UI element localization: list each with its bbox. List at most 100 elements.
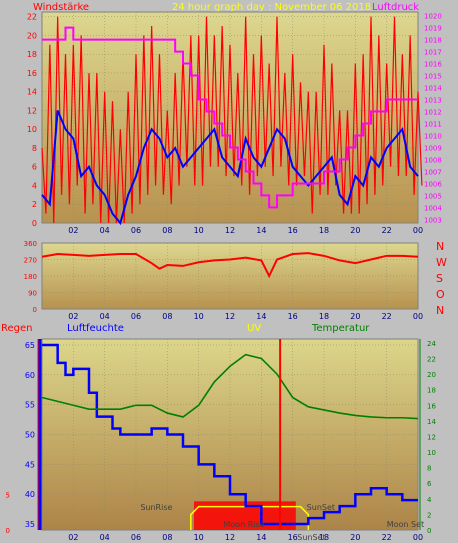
p3-y-left-tick-label: 35 bbox=[25, 520, 35, 529]
temperatur-line bbox=[41, 353, 419, 420]
p2-y-tick-label: 0 bbox=[33, 306, 37, 314]
wind-pressure-panel: 0246810121416182022100310041005100610071… bbox=[27, 11, 443, 235]
panel2-grid bbox=[42, 242, 419, 310]
p3-annotation: Moon Rise bbox=[224, 520, 265, 529]
wind-average-line bbox=[41, 110, 419, 226]
p2-x-tick-label: 00 bbox=[413, 312, 423, 321]
p1-x-tick-label: 02 bbox=[68, 226, 78, 235]
p1-x-tick-label: 12 bbox=[225, 226, 235, 235]
p3-annotation: SunRise bbox=[140, 503, 172, 512]
p1-y-right-tick-label: 1009 bbox=[424, 144, 442, 152]
p2-x-tick-label: 14 bbox=[256, 312, 266, 321]
p3-y-right-tick-label: 10 bbox=[427, 449, 436, 457]
p1-y-right-tick-label: 1018 bbox=[424, 37, 442, 45]
panel2-axes: 0 90 180 270 360 02 04 06 08 10 12 14 16 18 20 22 00 bbox=[24, 240, 423, 321]
p2-x-tick-label: 20 bbox=[350, 312, 360, 321]
p2-y-tick-label: 360 bbox=[24, 240, 37, 248]
compass-n2: N bbox=[436, 304, 444, 317]
panel1-marks bbox=[41, 16, 423, 226]
p1-y-right-tick-label: 1017 bbox=[424, 49, 442, 57]
header-center: 24 hour graph day : November 06 2018 bbox=[172, 2, 371, 13]
p1-y-right-tick-label: 1014 bbox=[424, 85, 442, 93]
p1-y-right-tick-label: 1010 bbox=[424, 132, 442, 140]
p3-y-left-tick-label: 65 bbox=[25, 341, 35, 350]
bottom-header-luftfeuchte: Luftfeuchte bbox=[67, 323, 124, 334]
p3-y-right-tick-label: 18 bbox=[427, 387, 436, 395]
p2-x-tick-label: 12 bbox=[225, 312, 235, 321]
p3-y-left-tick-label: 45 bbox=[25, 460, 35, 469]
compass-s: S bbox=[436, 272, 443, 285]
p1-y-left-tick-label: 12 bbox=[27, 106, 37, 115]
compass-o: O bbox=[436, 288, 445, 301]
p3-x-tick-label: 00 bbox=[413, 533, 423, 542]
p3-y-left-tick-label: 40 bbox=[25, 490, 35, 499]
p2-x-tick-label: 08 bbox=[162, 312, 172, 321]
p1-x-tick-label: 06 bbox=[131, 226, 141, 235]
windstaerke-line bbox=[41, 16, 423, 224]
p3-x-tick-label: 12 bbox=[225, 533, 235, 542]
p3-y-right-tick-label: 2 bbox=[427, 511, 431, 519]
compass-n1: N bbox=[436, 240, 444, 253]
p1-y-right-tick-label: 1008 bbox=[424, 156, 442, 164]
p1-x-tick-label: 22 bbox=[382, 226, 392, 235]
p3-rain-tick-label: 0 bbox=[6, 527, 10, 535]
p3-y-right-tick-label: 16 bbox=[427, 402, 436, 410]
p1-y-left-tick-label: 14 bbox=[27, 88, 37, 97]
p1-y-left-tick-label: 4 bbox=[32, 181, 37, 190]
p1-x-tick-label: 18 bbox=[319, 226, 329, 235]
p1-y-left-tick-label: 2 bbox=[32, 200, 37, 209]
p2-x-tick-label: 06 bbox=[131, 312, 141, 321]
p3-x-tick-label: 18 bbox=[319, 533, 329, 542]
bottom-header-regen: Regen bbox=[1, 323, 33, 334]
header-right: Luftdruck bbox=[372, 2, 419, 13]
p2-y-tick-label: 270 bbox=[24, 257, 37, 265]
p3-rain-tick-label: 5 bbox=[6, 492, 10, 500]
header-left: Windstärke bbox=[33, 2, 89, 13]
p1-y-right-tick-label: 1015 bbox=[424, 73, 442, 81]
p2-y-tick-label: 180 bbox=[24, 273, 37, 281]
p2-x-tick-label: 02 bbox=[68, 312, 78, 321]
p3-y-left-tick-label: 50 bbox=[25, 431, 35, 440]
windrichtung-line bbox=[41, 252, 419, 279]
p3-y-right-tick-label: 24 bbox=[427, 340, 436, 348]
p1-y-right-tick-label: 1007 bbox=[424, 168, 442, 176]
p1-y-right-tick-label: 1003 bbox=[424, 216, 442, 224]
bottom-header-temperatur: Temperatur bbox=[311, 323, 370, 334]
p3-x-tick-label: 04 bbox=[100, 533, 110, 542]
p2-x-tick-label: 22 bbox=[382, 312, 392, 321]
p3-y-right-tick-label: 20 bbox=[427, 371, 436, 379]
p1-y-right-tick-label: 1004 bbox=[424, 204, 442, 212]
p3-y-right-tick-label: 12 bbox=[427, 433, 436, 441]
p1-y-right-tick-label: 1006 bbox=[424, 180, 442, 188]
p1-x-tick-label: 20 bbox=[350, 226, 360, 235]
p3-annotation: SunSet bbox=[307, 503, 335, 512]
p1-y-right-tick-label: 1020 bbox=[424, 13, 442, 21]
p3-y-left-tick-label: 55 bbox=[25, 401, 35, 410]
p1-y-left-tick-label: 10 bbox=[27, 125, 37, 134]
p1-y-left-tick-label: 18 bbox=[27, 50, 37, 59]
p2-x-tick-label: 16 bbox=[288, 312, 298, 321]
p3-x-tick-label: 10 bbox=[194, 533, 204, 542]
p1-y-left-tick-label: 0 bbox=[32, 219, 37, 228]
p3-annotation: Moon Set bbox=[387, 520, 424, 529]
p1-x-tick-label: 04 bbox=[100, 226, 110, 235]
p1-x-tick-label: 10 bbox=[194, 226, 204, 235]
p1-y-right-tick-label: 1019 bbox=[424, 25, 442, 33]
p1-y-left-tick-label: 16 bbox=[27, 69, 37, 78]
luftfeuchte-line bbox=[42, 343, 418, 526]
panel1-axes: 0246810121416182022100310041005100610071… bbox=[27, 13, 443, 235]
p3-y-right-tick-label: 4 bbox=[427, 496, 432, 504]
p3-y-right-tick-label: 0 bbox=[427, 527, 431, 535]
p3-y-right-tick-label: 8 bbox=[427, 465, 431, 473]
p3-y-right-tick-label: 6 bbox=[427, 480, 432, 488]
p1-y-right-tick-label: 1012 bbox=[424, 109, 442, 117]
p3-x-tick-label: 14 bbox=[256, 533, 266, 542]
wind-direction-panel: 0 90 180 270 360 02 04 06 08 10 12 14 16 18 20 22 00 N W… bbox=[24, 240, 447, 321]
panel3-marks bbox=[41, 339, 419, 530]
p3-annotation: SunSet bbox=[297, 533, 325, 542]
p2-y-tick-label: 90 bbox=[28, 290, 37, 298]
p2-x-tick-label: 10 bbox=[194, 312, 204, 321]
